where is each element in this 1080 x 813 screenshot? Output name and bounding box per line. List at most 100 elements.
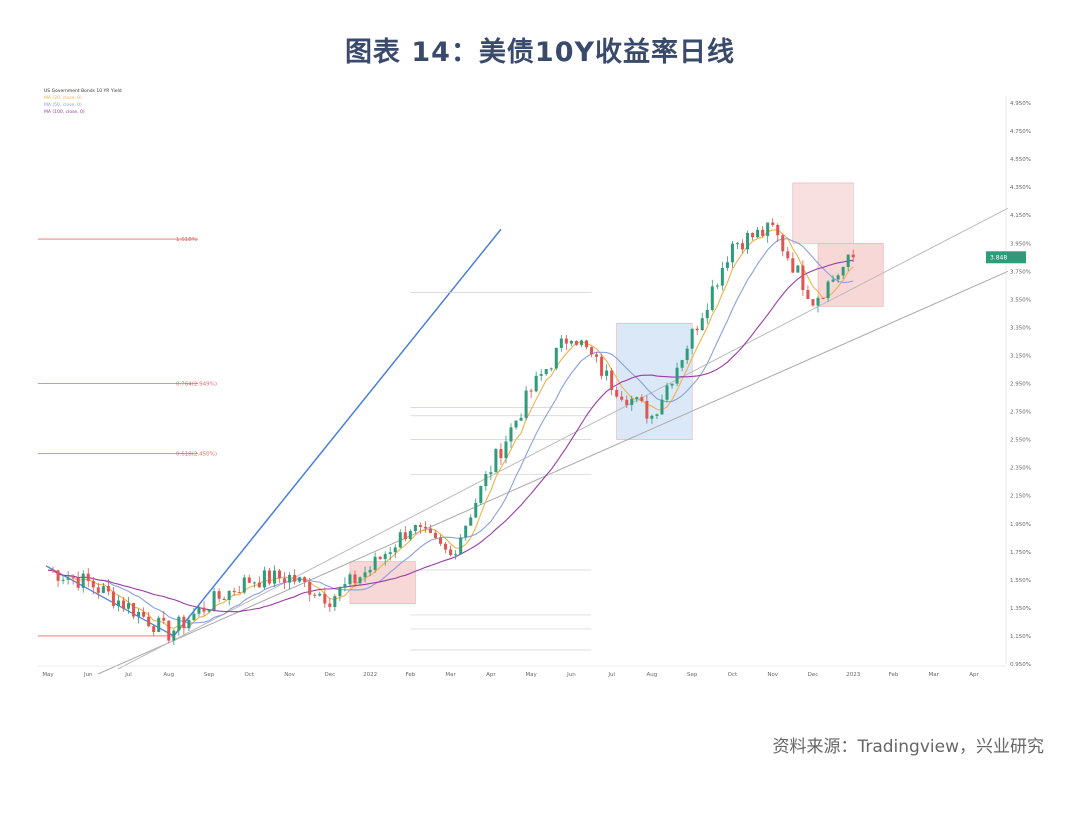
- x-tick-label: Apr: [486, 672, 496, 678]
- candle-body: [539, 374, 543, 376]
- x-tick-label: Jun: [83, 672, 93, 678]
- candle-body: [232, 590, 236, 593]
- legend-entry: MA (20, close, 0): [44, 95, 82, 101]
- candle-body: [202, 607, 206, 612]
- legend-entry: MA (100, close, 0): [44, 109, 85, 115]
- trendlines: [45, 207, 1009, 675]
- candle-body: [247, 577, 251, 583]
- candle-body: [96, 587, 100, 593]
- candle-body: [670, 383, 674, 386]
- candle-body: [418, 525, 422, 527]
- x-tick-label: Nov: [284, 672, 295, 678]
- candle-body: [398, 532, 402, 548]
- x-tick-label: Aug: [163, 672, 174, 678]
- y-tick-label: 2.750%: [1010, 410, 1031, 416]
- candle-body: [605, 370, 609, 376]
- candle-body: [730, 243, 734, 263]
- trendline-upper: [117, 207, 1009, 670]
- candle-body: [680, 360, 684, 368]
- candle-body: [51, 570, 55, 572]
- legend-entry: MA (50, close, 0): [44, 102, 82, 108]
- candle-body: [514, 420, 518, 428]
- candle-body: [574, 340, 578, 345]
- candle-body: [242, 577, 246, 593]
- candle-body: [132, 603, 136, 617]
- candle-body: [831, 279, 835, 282]
- x-tick-label: Sep: [204, 672, 215, 678]
- y-tick-label: 4.350%: [1010, 185, 1031, 191]
- candle-body: [272, 570, 276, 584]
- candle-body: [106, 586, 110, 592]
- x-tick-label: 2023: [846, 672, 860, 678]
- candle-body: [610, 370, 614, 391]
- candle-body: [308, 581, 312, 595]
- x-tick-label: Dec: [324, 672, 335, 678]
- candle-body: [388, 552, 392, 555]
- x-tick-label: Mar: [445, 672, 456, 678]
- candle-body: [590, 347, 594, 355]
- candle-body: [288, 575, 292, 583]
- candle-body: [695, 328, 699, 331]
- candle-body: [111, 591, 115, 606]
- candle-body: [544, 369, 548, 375]
- candle-body: [524, 390, 528, 418]
- candle-body: [640, 397, 644, 401]
- candle-body: [439, 537, 443, 544]
- candle-body: [650, 415, 654, 419]
- candle-body: [333, 596, 337, 607]
- candle-body: [474, 502, 478, 518]
- candle-body: [705, 310, 709, 319]
- source-note: 资料来源：Tradingview，兴业研究: [772, 737, 1044, 757]
- candle-body: [715, 285, 719, 287]
- candle-body: [338, 587, 342, 597]
- candle-body: [615, 390, 619, 397]
- candle-body: [91, 580, 95, 588]
- candle-body: [408, 531, 412, 540]
- candle-body: [353, 574, 357, 584]
- candle-body: [237, 592, 241, 594]
- candle-body: [182, 616, 186, 629]
- candle-body: [630, 398, 634, 406]
- candle-body: [504, 441, 508, 459]
- y-tick-label: 1.350%: [1010, 606, 1031, 612]
- candle-body: [549, 368, 553, 370]
- candle-body: [262, 570, 266, 588]
- fib-levels: 1.618% 0.764(2.949%) 0.618(2.450%): [38, 237, 592, 651]
- candle-body: [710, 286, 714, 311]
- x-tick-label: Jul: [124, 672, 132, 678]
- candle-body: [851, 254, 855, 258]
- x-tick-label: May: [42, 672, 54, 678]
- y-tick-label: 3.350%: [1010, 325, 1031, 331]
- candle-body: [584, 340, 588, 348]
- figure-title: 图表 14：美债10Y收益率日线: [344, 37, 736, 68]
- candle-body: [579, 340, 583, 345]
- candle-body: [283, 578, 287, 583]
- y-tick-label: 3.550%: [1010, 297, 1031, 303]
- candle-body: [363, 572, 367, 578]
- candle-body: [127, 603, 131, 609]
- candle-body: [756, 229, 760, 238]
- y-tick-label: 2.950%: [1010, 382, 1031, 388]
- candle-body: [675, 367, 679, 384]
- candle-body: [177, 616, 181, 631]
- y-tick-label: 1.150%: [1010, 634, 1031, 640]
- y-tick-label: 1.550%: [1010, 578, 1031, 584]
- moving-averages: [47, 229, 854, 629]
- candle-body: [595, 354, 599, 357]
- candle-body: [368, 569, 372, 573]
- candle-body: [816, 297, 820, 306]
- candle-body: [771, 222, 775, 225]
- candle-body: [499, 449, 503, 459]
- candle-body: [801, 265, 805, 291]
- ma-line-1: [47, 229, 854, 629]
- candlestick-chart: 1.618%0.764(2.949%)0.618(2.450%) 4.950%4…: [38, 88, 1031, 678]
- y-tick-label: 3.150%: [1010, 353, 1031, 359]
- candle-body: [403, 532, 407, 540]
- candle-body: [393, 547, 397, 553]
- candle-body: [222, 598, 226, 601]
- candle-body: [660, 399, 664, 415]
- x-tick-label: Oct: [728, 672, 738, 678]
- fib-label-3: 0.618(2.450%): [176, 452, 217, 458]
- candle-body: [66, 577, 70, 580]
- candle-body: [519, 417, 523, 421]
